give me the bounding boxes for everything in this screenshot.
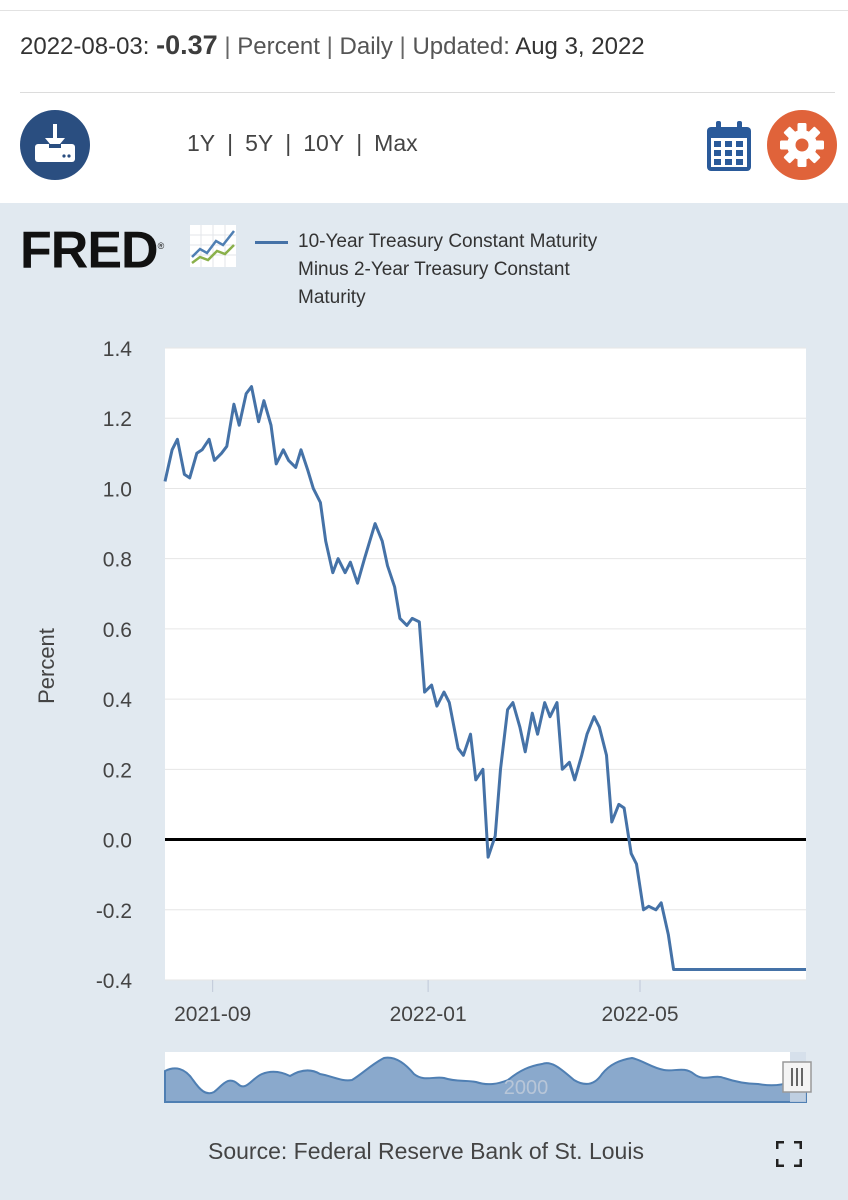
plot-area [165,348,806,980]
y-tick-label: -0.2 [96,900,132,923]
range-5y[interactable]: 5Y [245,130,274,156]
x-tick-label: 2022-05 [601,1003,678,1026]
fred-logo: FRED® [20,222,165,276]
settings-button[interactable] [767,110,837,180]
updated-label: Updated: [412,33,510,60]
y-tick-label: 0.4 [103,689,133,712]
y-axis-label: Percent [34,628,59,704]
frequency-label: Daily [339,33,393,60]
range-10y[interactable]: 10Y [303,130,345,156]
legend-swatch [255,241,288,244]
download-button[interactable] [20,110,90,180]
line-chart: 1.4 1.2 1.0 0.8 0.6 0.4 0.2 0.0 -0.2 -0.4 2021-09… [34,338,812,1103]
header-divider [20,92,835,93]
top-border [0,10,848,11]
y-tick-label: 0.6 [103,619,132,642]
navigator-area [164,1056,807,1103]
fred-graph-icon [190,225,236,267]
x-tick-label: 2022-01 [390,1003,467,1026]
updated-date: Aug 3, 2022 [515,33,645,60]
range-max[interactable]: Max [374,130,418,156]
navigator-label: 2000 [504,1077,549,1099]
units-label: Percent [237,33,320,60]
fullscreen-icon[interactable] [776,1141,802,1167]
x-axis-tick-labels: 2021-09 2022-01 2022-05 [174,980,679,1026]
x-tick-label: 2021-09 [174,1003,251,1026]
gear-icon [780,123,824,167]
series-line[interactable] [163,385,806,971]
observation-value: -0.37 [156,30,218,60]
latest-observation: 2022-08-03: -0.37 | Percent | Daily | Up… [20,30,645,60]
navigator-handle[interactable] [782,1061,812,1093]
y-tick-label: 0.2 [103,759,132,782]
fred-logo-text: FRED [20,221,159,280]
y-tick-label: 1.2 [103,408,132,431]
observation-date: 2022-08-03: [20,33,150,60]
y-tick-label: 0.0 [103,830,132,853]
y-axis-tick-labels: 1.4 1.2 1.0 0.8 0.6 0.4 0.2 0.0 -0.2 -0.4 [96,338,133,993]
download-icon [35,124,75,162]
calendar-icon[interactable] [707,121,751,171]
registered-mark: ® [157,241,165,251]
y-tick-label: 0.8 [103,549,132,572]
source-attribution[interactable]: Source: Federal Reserve Bank of St. Loui… [208,1138,644,1164]
legend-series-name[interactable]: 10-Year Treasury Constant Maturity Minus… [298,231,598,308]
y-tick-label: -0.4 [96,970,133,993]
navigator[interactable]: 2000 [164,1052,812,1103]
y-tick-label: 1.0 [103,478,132,501]
y-tick-label: 1.4 [103,338,133,361]
range-1y[interactable]: 1Y [187,130,216,156]
date-range-selector: 1Y | 5Y | 10Y | Max [187,130,418,156]
